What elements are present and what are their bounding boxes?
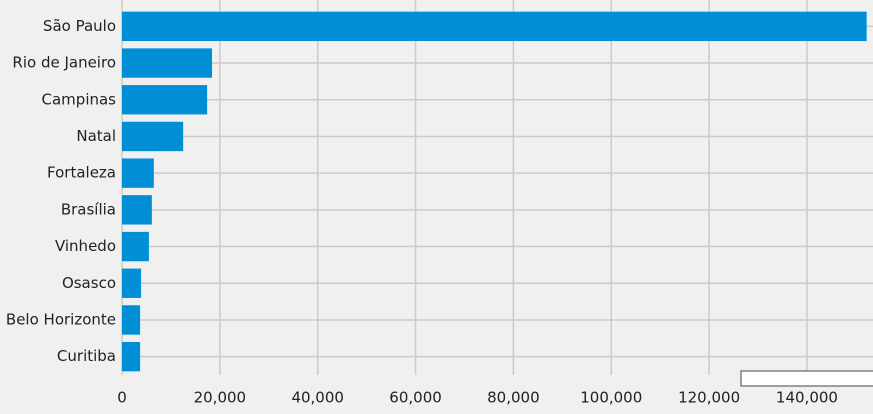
- y-tick-label: Natal: [76, 127, 116, 145]
- bar: [122, 48, 213, 78]
- bar: [122, 158, 154, 188]
- y-tick-label: Fortaleza: [47, 164, 116, 182]
- marks: [122, 11, 867, 372]
- bar: [122, 305, 141, 335]
- y-tick-label: Rio de Janeiro: [12, 54, 116, 72]
- bar: [122, 195, 152, 225]
- y-tick-label: Curitiba: [57, 347, 116, 365]
- bar: [122, 121, 184, 152]
- y-tick-label: Osasco: [62, 274, 116, 292]
- bar: [122, 268, 142, 298]
- y-tick-label: Brasília: [61, 200, 116, 218]
- bar: [122, 85, 208, 115]
- y-tick-label: Campinas: [42, 90, 117, 108]
- x-tick-label: 140,000: [776, 389, 838, 407]
- y-tick-label: Vinhedo: [55, 237, 116, 255]
- x-tick-label: 60,000: [389, 389, 442, 407]
- x-tick-label: 40,000: [291, 389, 344, 407]
- bar: [122, 11, 867, 42]
- x-tick-label: 120,000: [678, 389, 740, 407]
- legend-box: [740, 370, 873, 387]
- y-tick-label: Belo Horizonte: [6, 310, 116, 328]
- bar: [122, 231, 149, 262]
- x-tick-label: 100,000: [580, 389, 642, 407]
- bar: [122, 341, 141, 372]
- x-tick-label: 0: [117, 389, 127, 407]
- x-tick-label: 20,000: [194, 389, 247, 407]
- y-tick-label: São Paulo: [43, 17, 116, 35]
- x-tick-label: 80,000: [487, 389, 540, 407]
